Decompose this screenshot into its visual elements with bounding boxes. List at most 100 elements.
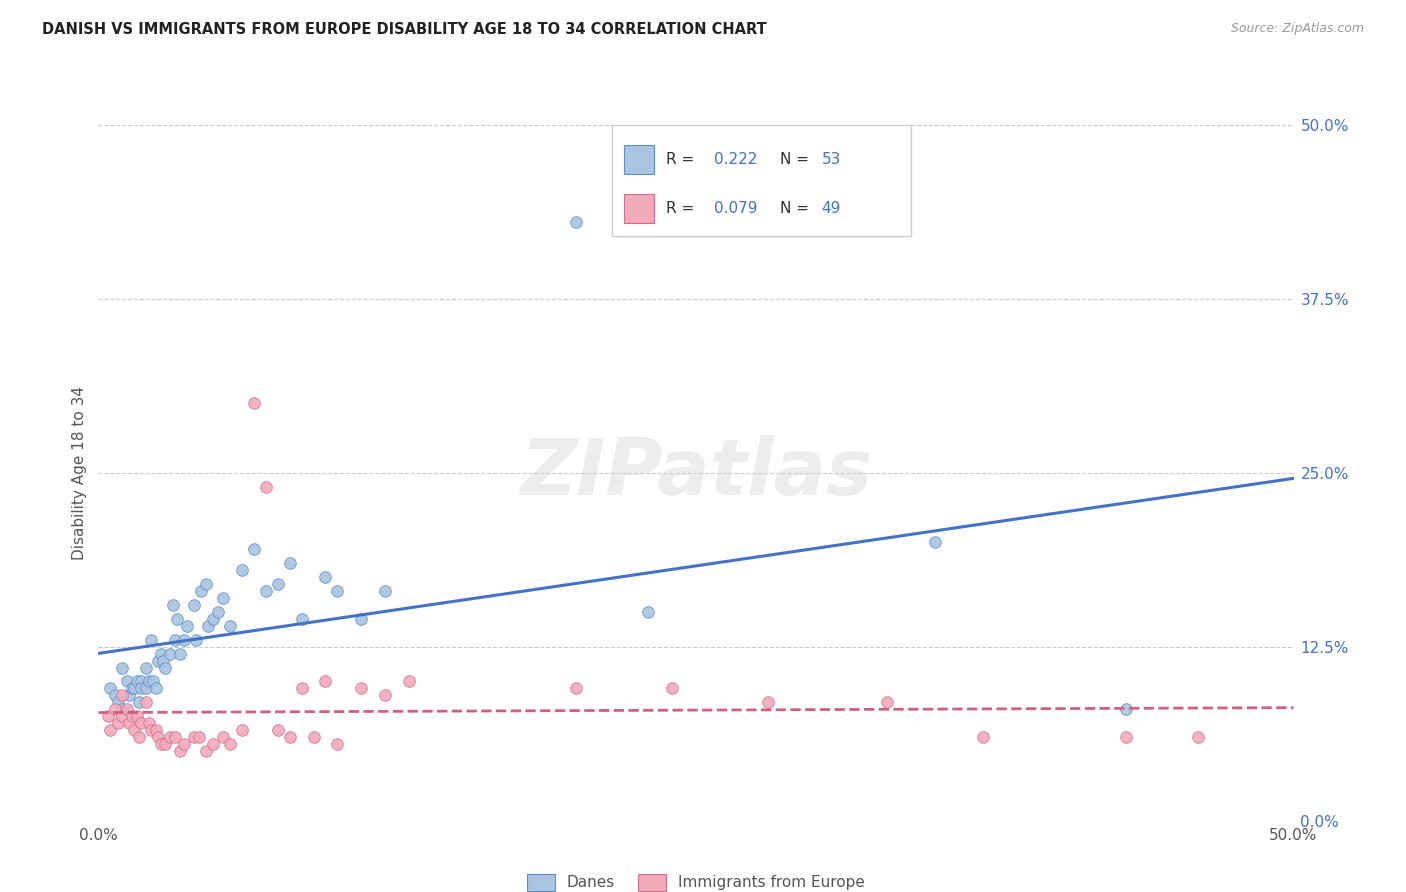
Point [104, 689, 127, 703]
Text: 53: 53 [821, 153, 841, 167]
Point [1115, 702, 1137, 716]
Point [148, 654, 170, 668]
Text: R =: R = [666, 201, 695, 216]
Point [1187, 730, 1209, 744]
Point [231, 723, 253, 738]
Text: 0.222: 0.222 [714, 153, 758, 167]
Point [138, 674, 160, 689]
Point [152, 654, 174, 668]
Point [211, 730, 233, 744]
Point [278, 730, 301, 744]
Legend: Danes, Immigrants from Europe: Danes, Immigrants from Europe [527, 873, 865, 891]
Point [194, 577, 218, 591]
Point [107, 716, 129, 731]
Point [159, 730, 181, 744]
Point [756, 695, 779, 709]
Point [149, 647, 172, 661]
Point [124, 681, 146, 696]
Point [302, 730, 325, 744]
Point [163, 632, 186, 647]
Point [187, 730, 209, 744]
Point [125, 674, 148, 689]
Text: DANISH VS IMMIGRANTS FROM EUROPE DISABILITY AGE 18 TO 34 CORRELATION CHART: DANISH VS IMMIGRANTS FROM EUROPE DISABIL… [42, 22, 766, 37]
Point [661, 681, 683, 696]
Point [128, 695, 150, 709]
Point [183, 730, 205, 744]
Point [98, 681, 122, 696]
Point [111, 709, 134, 723]
Point [138, 716, 160, 731]
Point [374, 584, 396, 599]
Point [374, 689, 396, 703]
Point [173, 632, 195, 647]
Point [243, 396, 266, 410]
Point [243, 542, 266, 557]
Point [148, 730, 170, 744]
Point [231, 563, 253, 577]
Point [1115, 730, 1137, 744]
Bar [624, 194, 654, 223]
Text: N =: N = [780, 153, 808, 167]
Point [169, 647, 191, 661]
Point [169, 744, 191, 758]
Point [139, 632, 162, 647]
Point [104, 702, 127, 716]
Point [194, 744, 218, 758]
Point [190, 584, 212, 599]
Bar [624, 145, 654, 174]
Point [118, 716, 141, 731]
Text: 0.079: 0.079 [714, 201, 758, 216]
Point [176, 619, 198, 633]
Point [267, 577, 290, 591]
Point [219, 737, 242, 751]
Point [139, 723, 162, 738]
Point [142, 674, 165, 689]
Point [197, 619, 219, 633]
Point [135, 681, 157, 696]
Point [111, 660, 134, 674]
Y-axis label: Disability Age 18 to 34: Disability Age 18 to 34 [72, 385, 87, 560]
Point [155, 737, 177, 751]
Bar [613, 125, 911, 236]
Point [121, 709, 143, 723]
Point [155, 660, 177, 674]
Point [565, 215, 588, 229]
Point [115, 674, 138, 689]
Point [876, 695, 898, 709]
Point [124, 723, 146, 738]
Point [115, 702, 138, 716]
Point [125, 709, 148, 723]
Point [972, 730, 994, 744]
Point [97, 709, 120, 723]
Point [186, 632, 208, 647]
Point [131, 674, 153, 689]
Point [202, 612, 225, 626]
Point [315, 674, 337, 689]
Point [267, 723, 290, 738]
Point [565, 681, 588, 696]
Text: N =: N = [780, 201, 808, 216]
Point [291, 612, 314, 626]
Point [183, 598, 205, 612]
Point [121, 681, 143, 696]
Point [131, 716, 153, 731]
Point [326, 737, 349, 751]
Point [135, 695, 157, 709]
Point [107, 695, 129, 709]
Point [118, 689, 141, 703]
Point [131, 681, 153, 696]
Point [350, 612, 373, 626]
Point [163, 730, 186, 744]
Point [254, 584, 277, 599]
Point [173, 737, 195, 751]
Text: ZIPatlas: ZIPatlas [520, 434, 872, 511]
Point [924, 535, 946, 549]
Point [111, 689, 134, 703]
Point [135, 660, 157, 674]
Point [637, 605, 659, 619]
Point [145, 723, 167, 738]
Point [98, 723, 122, 738]
Point [326, 584, 349, 599]
Point [159, 647, 181, 661]
Point [211, 591, 233, 605]
